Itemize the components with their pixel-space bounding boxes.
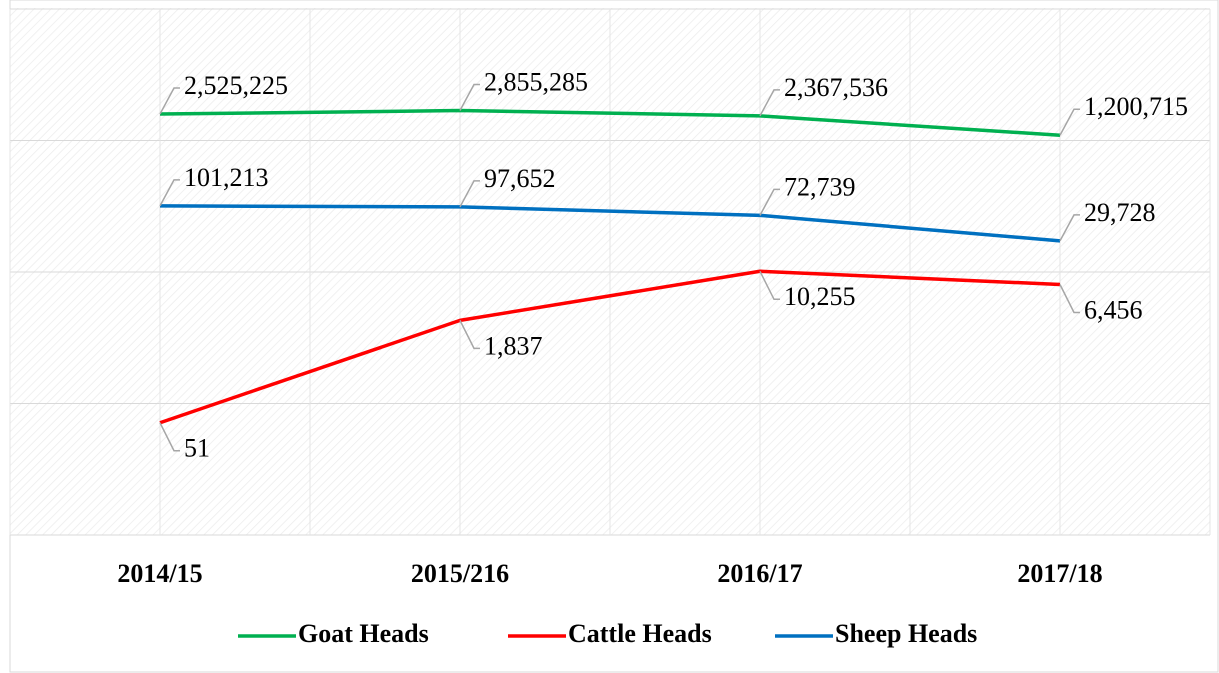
- data-label: 97,652: [484, 164, 556, 193]
- data-label: 10,255: [784, 282, 856, 311]
- data-label: 29,728: [1084, 198, 1156, 227]
- legend-label: Sheep Heads: [835, 619, 977, 648]
- x-tick-label: 2017/18: [1017, 559, 1102, 588]
- leader-line: [759, 89, 780, 117]
- data-label: 2,367,536: [784, 73, 888, 102]
- leader-line: [459, 180, 480, 208]
- leader-line: [759, 270, 780, 301]
- data-label: 6,456: [1084, 295, 1143, 324]
- x-tick-label: 2014/15: [117, 559, 202, 588]
- leader-line: [159, 87, 180, 115]
- leader-line: [1059, 214, 1080, 242]
- leader-line: [1059, 284, 1080, 314]
- data-label: 101,213: [184, 163, 269, 192]
- leader-line: [459, 320, 480, 350]
- series-line: [159, 204, 1061, 243]
- legend-label: Goat Heads: [298, 619, 429, 648]
- series-line: [159, 269, 1061, 425]
- data-label: 2,525,225: [184, 71, 288, 100]
- x-tick-label: 2015/216: [411, 559, 509, 588]
- leader-line: [1059, 108, 1080, 136]
- grid: [9, 8, 1211, 536]
- leader-line: [759, 188, 780, 216]
- data-label: 1,837: [484, 331, 543, 360]
- data-label: 2,855,285: [484, 68, 588, 97]
- data-label: 1,200,715: [1084, 92, 1188, 121]
- leader-line: [159, 179, 180, 207]
- data-label: 72,739: [784, 172, 856, 201]
- marks: 2,525,225 2,855,285 2,367,536 1,200,715 51 1,…: [159, 68, 1188, 463]
- data-label: 51: [184, 434, 210, 463]
- x-tick-label: 2016/17: [717, 559, 802, 588]
- series-line: [159, 108, 1061, 138]
- leader-line: [159, 422, 180, 452]
- leader-line: [459, 83, 480, 111]
- legend-label: Cattle Heads: [568, 619, 712, 648]
